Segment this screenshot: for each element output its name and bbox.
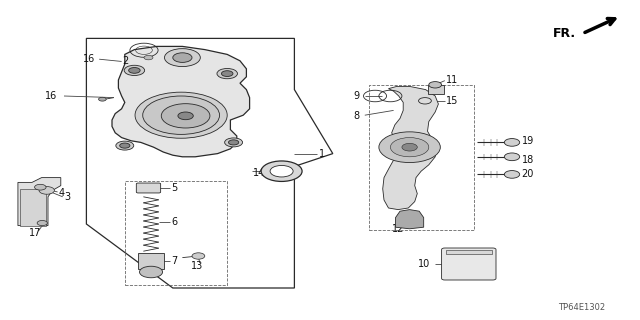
Circle shape: [143, 96, 220, 134]
Circle shape: [173, 53, 192, 62]
Text: 3: 3: [64, 192, 70, 203]
FancyBboxPatch shape: [442, 248, 496, 280]
Circle shape: [402, 143, 417, 151]
Circle shape: [129, 68, 140, 73]
Text: TP64E1302: TP64E1302: [557, 303, 605, 312]
Polygon shape: [396, 210, 424, 229]
Circle shape: [504, 139, 520, 146]
Circle shape: [228, 140, 239, 145]
Circle shape: [390, 138, 429, 157]
Circle shape: [144, 55, 153, 60]
Circle shape: [99, 97, 106, 101]
Circle shape: [192, 253, 205, 259]
Circle shape: [37, 220, 47, 226]
Bar: [20, 189, 46, 226]
Text: 1: 1: [319, 148, 325, 159]
Polygon shape: [18, 178, 61, 226]
Circle shape: [379, 132, 440, 163]
Circle shape: [124, 65, 145, 76]
Text: 20: 20: [522, 169, 534, 180]
Text: 11: 11: [446, 75, 458, 85]
Text: 9: 9: [353, 91, 360, 101]
Text: 7: 7: [171, 256, 177, 266]
Text: 13: 13: [191, 260, 204, 271]
Circle shape: [178, 112, 193, 120]
Text: 12: 12: [392, 224, 404, 235]
Circle shape: [120, 143, 130, 148]
Circle shape: [140, 266, 163, 278]
Bar: [428, 85, 444, 94]
Text: 8: 8: [353, 111, 360, 121]
Text: 18: 18: [522, 155, 534, 165]
Circle shape: [270, 165, 293, 177]
Polygon shape: [383, 86, 438, 210]
Bar: [446, 250, 492, 254]
Circle shape: [116, 141, 134, 150]
Text: 16: 16: [45, 91, 58, 101]
Text: 14: 14: [253, 168, 266, 178]
Circle shape: [39, 187, 54, 194]
Circle shape: [225, 138, 243, 147]
Text: 6: 6: [171, 217, 177, 228]
Circle shape: [504, 171, 520, 178]
Circle shape: [217, 68, 237, 79]
Text: 10: 10: [418, 259, 430, 269]
Text: 4: 4: [59, 188, 65, 198]
Text: 15: 15: [446, 96, 458, 106]
Text: FR.: FR.: [553, 27, 576, 40]
Circle shape: [261, 161, 302, 181]
Text: 16: 16: [83, 54, 95, 64]
Circle shape: [161, 104, 210, 128]
Circle shape: [35, 184, 46, 190]
Circle shape: [164, 49, 200, 67]
Circle shape: [504, 153, 520, 161]
Circle shape: [221, 71, 233, 76]
Text: 5: 5: [171, 183, 177, 193]
Text: 17: 17: [29, 228, 42, 238]
FancyBboxPatch shape: [136, 183, 161, 193]
Circle shape: [429, 82, 442, 88]
Circle shape: [135, 92, 227, 138]
Text: 2: 2: [122, 56, 129, 66]
Polygon shape: [112, 46, 250, 157]
Text: 19: 19: [522, 136, 534, 146]
Bar: [138, 253, 164, 269]
